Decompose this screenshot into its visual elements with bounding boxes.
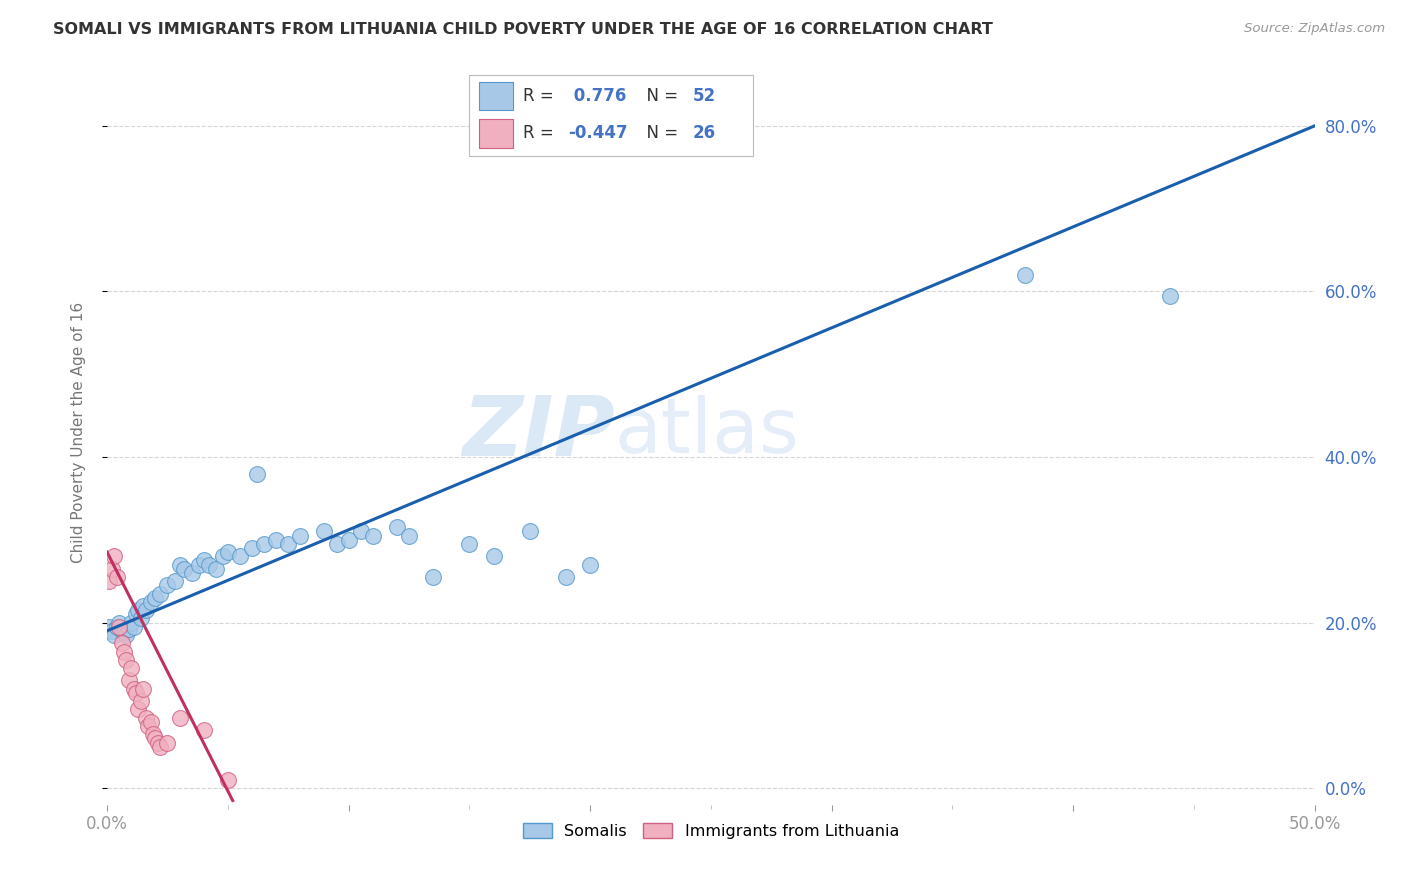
- Point: [169, 711, 191, 725]
- Point: [337, 533, 360, 547]
- Point: [246, 467, 269, 481]
- Point: [98, 574, 121, 589]
- Point: [253, 537, 276, 551]
- Point: [101, 624, 124, 638]
- Point: [145, 731, 167, 746]
- Point: [122, 620, 145, 634]
- Point: [217, 545, 239, 559]
- Point: [129, 611, 152, 625]
- Point: [115, 628, 138, 642]
- Point: [118, 622, 141, 636]
- Point: [240, 541, 263, 555]
- Point: [197, 558, 219, 572]
- Point: [129, 694, 152, 708]
- Point: [519, 524, 541, 539]
- Bar: [479, 82, 513, 111]
- Point: [132, 599, 155, 613]
- Point: [169, 558, 191, 572]
- Text: N =: N =: [636, 124, 683, 143]
- Point: [135, 711, 157, 725]
- Point: [1159, 288, 1181, 302]
- Point: [112, 625, 135, 640]
- Point: [156, 735, 179, 749]
- Text: -0.447: -0.447: [568, 124, 628, 143]
- Point: [579, 558, 602, 572]
- Text: R =: R =: [523, 124, 558, 143]
- Point: [1014, 268, 1036, 282]
- Text: atlas: atlas: [614, 395, 799, 469]
- Point: [193, 553, 215, 567]
- Point: [187, 558, 209, 572]
- Point: [105, 620, 128, 634]
- Point: [149, 586, 172, 600]
- Point: [135, 603, 157, 617]
- Point: [105, 570, 128, 584]
- Point: [101, 562, 124, 576]
- Point: [204, 562, 226, 576]
- Point: [139, 714, 162, 729]
- Point: [422, 570, 444, 584]
- Point: [98, 620, 121, 634]
- Point: [149, 739, 172, 754]
- Point: [325, 537, 347, 551]
- Text: ZIP: ZIP: [461, 392, 614, 473]
- Point: [120, 615, 142, 630]
- FancyBboxPatch shape: [470, 75, 754, 156]
- Point: [555, 570, 578, 584]
- Point: [458, 537, 481, 551]
- Point: [139, 595, 162, 609]
- Point: [122, 681, 145, 696]
- Text: 0.776: 0.776: [568, 87, 627, 105]
- Point: [163, 574, 186, 589]
- Point: [193, 723, 215, 738]
- Point: [132, 681, 155, 696]
- Point: [314, 524, 336, 539]
- Point: [277, 537, 299, 551]
- Point: [118, 673, 141, 688]
- Text: N =: N =: [636, 87, 683, 105]
- Point: [110, 636, 132, 650]
- Bar: [479, 120, 513, 147]
- Point: [103, 549, 125, 564]
- Point: [136, 719, 159, 733]
- Point: [350, 524, 373, 539]
- Text: SOMALI VS IMMIGRANTS FROM LITHUANIA CHILD POVERTY UNDER THE AGE OF 16 CORRELATIO: SOMALI VS IMMIGRANTS FROM LITHUANIA CHIL…: [53, 22, 993, 37]
- Point: [108, 615, 131, 630]
- Point: [212, 549, 235, 564]
- Point: [103, 628, 125, 642]
- Point: [217, 772, 239, 787]
- Point: [110, 624, 132, 638]
- Point: [385, 520, 408, 534]
- Point: [145, 591, 167, 605]
- Point: [482, 549, 505, 564]
- Point: [115, 653, 138, 667]
- Point: [120, 661, 142, 675]
- Point: [108, 620, 131, 634]
- Point: [127, 702, 149, 716]
- Point: [125, 686, 148, 700]
- Point: [146, 735, 169, 749]
- Point: [264, 533, 287, 547]
- Point: [398, 528, 420, 542]
- Point: [156, 578, 179, 592]
- Legend: Somalis, Immigrants from Lithuania: Somalis, Immigrants from Lithuania: [516, 816, 905, 845]
- Text: R =: R =: [523, 87, 558, 105]
- Point: [142, 727, 165, 741]
- Point: [173, 562, 195, 576]
- Text: 52: 52: [693, 87, 716, 105]
- Point: [229, 549, 252, 564]
- Point: [290, 528, 312, 542]
- Point: [112, 644, 135, 658]
- Y-axis label: Child Poverty Under the Age of 16: Child Poverty Under the Age of 16: [72, 301, 86, 563]
- Text: 26: 26: [693, 124, 716, 143]
- Text: Source: ZipAtlas.com: Source: ZipAtlas.com: [1244, 22, 1385, 36]
- Point: [180, 566, 202, 580]
- Point: [361, 528, 384, 542]
- Point: [127, 603, 149, 617]
- Point: [125, 607, 148, 622]
